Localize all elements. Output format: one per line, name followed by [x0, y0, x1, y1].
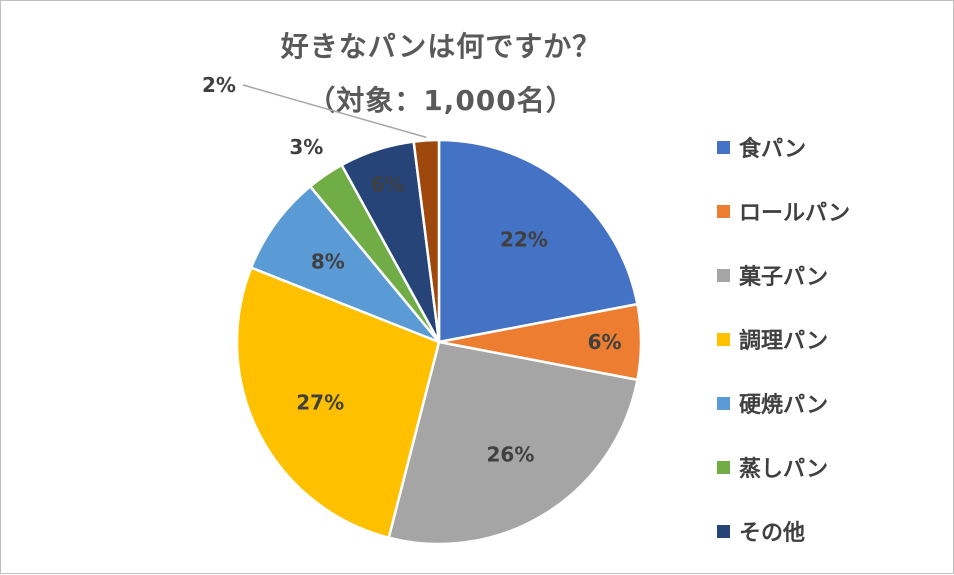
data-label: 6% [588, 330, 622, 354]
legend-item: ロールパン [717, 179, 850, 243]
legend-swatch [717, 140, 730, 154]
legend-label: 硬焼パン [739, 393, 829, 418]
pie-slice [412, 138, 441, 343]
legend-item: 硬焼パン [717, 371, 850, 435]
data-label: 26% [486, 443, 534, 467]
legend-swatch [717, 204, 730, 218]
chart-title: 好きなパンは何ですか？ [280, 30, 602, 63]
legend-item: 菓子パン [717, 243, 850, 307]
pie-slice [249, 184, 440, 344]
legend-swatch [717, 460, 730, 474]
data-label: 27% [296, 391, 344, 415]
data-label: 6% [371, 172, 405, 196]
legend-label: ロールパン [739, 201, 851, 226]
leader-line [242, 84, 427, 139]
legend: 食パンロールパン菓子パン調理パン硬焼パン蒸しパンその他 [717, 115, 850, 563]
legend-swatch [717, 268, 730, 282]
data-label: 3% [289, 135, 323, 159]
pie-slice [387, 340, 639, 546]
legend-label: 調理パン [739, 329, 829, 354]
legend-item: その他 [717, 499, 850, 563]
pie-slice [437, 138, 639, 344]
legend-swatch [717, 332, 730, 346]
legend-label: 食パン [739, 137, 807, 162]
legend-item: 食パン [717, 115, 850, 179]
legend-label: 菓子パン [739, 265, 829, 290]
data-label: 8% [311, 249, 345, 273]
legend-item: 蒸しパン [717, 435, 850, 499]
data-label: 22% [500, 227, 548, 251]
legend-item: 調理パン [717, 307, 850, 371]
legend-swatch [717, 524, 730, 538]
legend-label: 蒸しパン [739, 457, 829, 482]
legend-label: その他 [739, 521, 806, 546]
pie-slice [235, 266, 441, 540]
legend-swatch [717, 396, 730, 410]
chart-subtitle: （対象：1,000名） [307, 84, 575, 117]
data-label: 2% [202, 73, 236, 97]
